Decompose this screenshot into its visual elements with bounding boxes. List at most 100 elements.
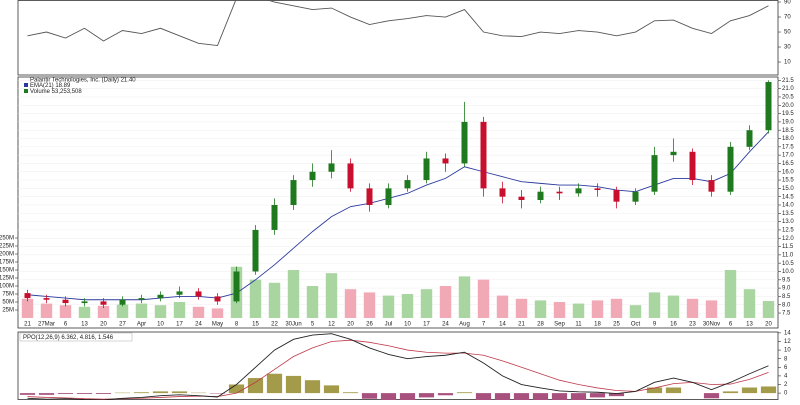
y-tick-label: 8.0: [782, 302, 791, 308]
volume-bar: [60, 305, 71, 318]
candle-body: [424, 158, 430, 180]
y-tick-label: 15.5: [782, 178, 794, 184]
x-tick-label: Aug: [459, 322, 470, 328]
ppo-histogram-bar: [590, 393, 605, 397]
volume-bar: [630, 305, 641, 318]
x-tick-label: 21: [24, 322, 31, 328]
y-tick-label: 13.0: [782, 219, 794, 225]
y-tick-label: 70: [784, 15, 791, 21]
y-tick-label: 50M: [2, 300, 14, 306]
ppo-histogram-bar: [229, 385, 244, 394]
candle-body: [158, 295, 164, 298]
ppo-histogram-bar: [533, 393, 548, 400]
y-tick-label: 10.0: [782, 269, 794, 275]
x-tick-label: 22: [271, 322, 278, 328]
y-tick-label: 10.5: [782, 261, 794, 267]
volume-bar: [174, 302, 185, 318]
volume-bar: [744, 289, 755, 318]
volume-bar: [573, 304, 584, 318]
x-tick-label: 13: [81, 322, 88, 328]
y-tick-label: 10: [784, 60, 791, 66]
y-tick-label: 14.0: [782, 203, 794, 209]
x-tick-label: 30Jun: [285, 322, 301, 328]
ppo-histogram-bar: [362, 393, 377, 399]
ppo-histogram-bar: [761, 386, 776, 393]
volume-bar: [383, 296, 394, 318]
y-tick-label: 50: [784, 30, 791, 36]
y-tick-label: 12.0: [782, 236, 794, 242]
x-tick-label: 10: [157, 322, 164, 328]
ppo-histogram-bar: [552, 393, 567, 400]
y-tick-label: 13.5: [782, 211, 794, 217]
y-tick-label: 16.0: [782, 169, 794, 175]
volume-bar: [402, 294, 413, 318]
volume-bar: [250, 280, 261, 318]
volume-bar: [459, 276, 470, 318]
candle-body: [709, 180, 715, 192]
legend-swatch: [24, 83, 28, 87]
y-tick-label: 20.0: [782, 103, 794, 109]
x-tick-label: 11: [575, 322, 582, 328]
candle-body: [215, 296, 221, 301]
x-tick-label: 20: [347, 322, 354, 328]
candle-body: [253, 230, 259, 272]
candle-body: [44, 298, 50, 300]
legend-entry: Volume 53,253,508: [30, 89, 82, 95]
y-tick-label: 11.5: [782, 244, 794, 250]
x-tick-label: 17: [423, 322, 430, 328]
candle-body: [234, 271, 240, 301]
candle-body: [766, 82, 772, 130]
x-tick-label: 21: [518, 322, 525, 328]
volume-bar: [497, 296, 508, 318]
y-tick-label: 9.0: [782, 286, 791, 292]
y-tick-label: 16.5: [782, 161, 794, 167]
candle-body: [386, 188, 392, 205]
volume-bar: [478, 280, 489, 318]
ppo-histogram-bar: [324, 385, 339, 393]
candle-body: [139, 298, 145, 300]
y-tick-label: 7.5: [782, 311, 791, 317]
ppo-histogram-bar: [39, 393, 54, 395]
x-tick-label: 10: [404, 322, 411, 328]
y-tick-label: 30: [784, 45, 791, 51]
x-tick-label: 15: [252, 322, 259, 328]
ppo-histogram-bar: [495, 393, 510, 400]
volume-bar: [725, 270, 736, 318]
volume-bar: [345, 289, 356, 318]
volume-bar: [269, 283, 280, 318]
volume-bar: [440, 286, 451, 318]
x-tick-label: 27: [119, 322, 126, 328]
volume-bar: [763, 301, 774, 318]
y-tick-label: 17.5: [782, 144, 794, 150]
y-tick-label: 125M: [0, 276, 14, 282]
candle-body: [557, 192, 563, 194]
x-tick-label: 25: [613, 322, 620, 328]
ppo-histogram-bar: [58, 393, 73, 394]
y-tick-label: 12.5: [782, 228, 794, 234]
y-tick-label: 17.0: [782, 153, 794, 159]
volume-bar: [687, 299, 698, 318]
candle-body: [329, 163, 335, 171]
y-tick-label: 10: [784, 348, 791, 354]
candle-body: [481, 122, 487, 188]
x-tick-label: 14: [499, 322, 506, 328]
volume-bar: [22, 299, 33, 318]
candle-body: [291, 180, 297, 205]
legend-swatch: [24, 89, 28, 93]
y-tick-label: 25M: [2, 308, 14, 314]
ppo-histogram-bar: [305, 380, 320, 393]
ppo-histogram-bar: [381, 393, 396, 400]
x-tick-label: 28: [537, 322, 544, 328]
ppo-histogram-bar: [514, 393, 529, 400]
x-tick-label: 17: [176, 322, 183, 328]
y-tick-label: 21.5: [782, 78, 794, 84]
y-tick-label: 150M: [0, 268, 14, 274]
x-tick-label: Jul: [385, 322, 393, 328]
volume-bar: [193, 307, 204, 318]
ppo-histogram-bar: [172, 391, 187, 393]
candle-body: [101, 301, 107, 304]
volume-bar: [326, 273, 337, 318]
x-tick-label: Oct: [631, 322, 641, 328]
candle-body: [652, 155, 658, 192]
